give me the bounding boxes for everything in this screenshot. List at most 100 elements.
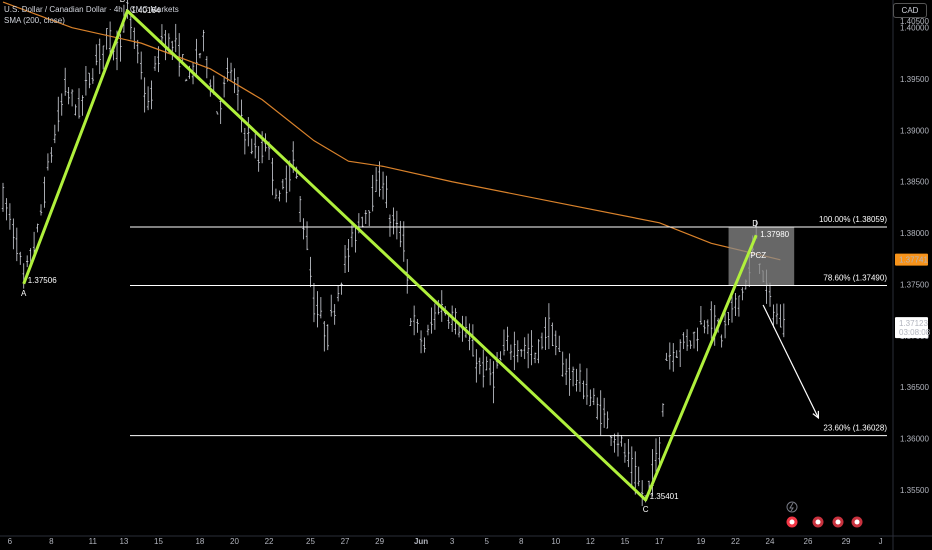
candle-bar — [222, 75, 226, 98]
pattern-point-letter: B — [120, 0, 125, 4]
candle-bar — [499, 351, 502, 361]
candle-bar — [402, 221, 405, 262]
candle-bar — [305, 221, 309, 251]
economic-events — [786, 501, 863, 528]
event-flag-dot — [854, 519, 860, 525]
candle-bar — [682, 332, 685, 350]
candle-bar — [634, 451, 637, 495]
symbol-title[interactable]: U.S. Dollar / Canadian Dollar · 4h · CMC… — [4, 5, 179, 14]
candle-bar — [457, 325, 461, 338]
candle-bar — [140, 51, 143, 80]
candle-bar — [50, 147, 53, 163]
x-tick-label: 19 — [696, 537, 705, 546]
candles — [1, 0, 786, 506]
candle-bar — [513, 331, 516, 371]
candle-bar — [236, 77, 240, 111]
x-tick-label: 26 — [804, 537, 813, 546]
candle-bar — [374, 167, 378, 193]
x-tick-label: 22 — [265, 537, 274, 546]
candle-bar — [734, 292, 737, 317]
candle-bar — [354, 225, 357, 253]
candle-bar — [768, 282, 772, 307]
candle-bar — [703, 320, 706, 334]
x-tick-label: J — [879, 537, 883, 546]
candle-bar — [364, 209, 367, 225]
candle-bar — [316, 291, 319, 328]
y-tick-label: 1.37500 — [900, 280, 929, 289]
candle-bar — [723, 310, 727, 339]
harmonic-pattern-line — [22, 9, 758, 502]
candle-bar — [171, 40, 174, 60]
candle-bar — [254, 133, 257, 159]
candle-bar — [775, 303, 779, 325]
candle-bar — [281, 179, 285, 190]
candle-bar — [720, 334, 723, 348]
indicator-label[interactable]: SMA (200, close) — [4, 16, 65, 25]
candle-bar — [412, 305, 416, 336]
candle-bar — [620, 434, 623, 447]
candle-bar — [533, 352, 537, 364]
candle-bar — [516, 340, 519, 363]
candle-bar — [178, 33, 181, 77]
candle-bar — [606, 411, 609, 429]
candle-bar — [326, 324, 329, 351]
candle-bar — [67, 87, 70, 105]
candle-bar — [685, 329, 689, 351]
currency-button[interactable]: CAD — [893, 3, 927, 18]
candle-bar — [426, 324, 430, 336]
candle-bar — [198, 52, 202, 59]
candle-bar — [285, 165, 288, 203]
candle-bar — [77, 88, 81, 119]
y-tick-label: 1.36000 — [900, 434, 929, 443]
sma-price-tag-label: 1.37741 — [899, 256, 928, 265]
candle-bar — [330, 294, 333, 317]
candle-bar — [672, 343, 675, 372]
candle-bar — [350, 221, 354, 248]
candle-bar — [540, 332, 544, 350]
candle-bar — [143, 77, 146, 113]
candle-bar — [696, 327, 699, 352]
x-tick-label: 22 — [731, 537, 740, 546]
fib-level-label: 23.60% (1.36028) — [823, 424, 887, 433]
pattern-point-price: 1.40164 — [131, 6, 160, 15]
lightning-glyph — [789, 502, 794, 512]
y-tick-label: 1.40000 — [900, 24, 929, 33]
candle-bar — [202, 29, 205, 52]
pattern-point-letter: A — [21, 289, 27, 298]
candle-bar — [60, 93, 63, 116]
candle-bar — [340, 282, 343, 295]
candle-bar — [772, 304, 775, 328]
candle-bar — [57, 96, 60, 132]
candle-bar — [592, 388, 596, 406]
candle-bar — [568, 353, 571, 396]
candle-bar — [613, 433, 616, 453]
candle-bar — [392, 207, 395, 235]
candle-bar — [609, 435, 613, 446]
y-tick-label: 1.40500 — [900, 17, 929, 26]
candle-bar — [184, 78, 188, 82]
candle-bar — [226, 57, 229, 82]
candle-bar — [371, 174, 374, 212]
candle-bar — [509, 344, 513, 360]
candle-bar — [551, 322, 554, 347]
candle-bar — [488, 358, 492, 386]
candle-bar — [710, 301, 713, 339]
candle-bar — [98, 38, 101, 75]
candle-bar — [416, 318, 419, 333]
candle-bar — [640, 480, 644, 506]
x-tick-label: 15 — [620, 537, 629, 546]
candle-bar — [782, 303, 786, 338]
y-tick-label: 1.39000 — [900, 126, 929, 135]
candle-bar — [8, 203, 12, 230]
lightning-icon[interactable] — [786, 501, 798, 513]
y-tick-label: 1.36500 — [900, 383, 929, 392]
chart-legend: U.S. Dollar / Canadian Dollar · 4h · CMC… — [4, 4, 179, 26]
candle-bar — [419, 330, 423, 354]
candle-bar — [216, 111, 219, 115]
candle-bar — [564, 358, 568, 386]
candle-bar — [558, 335, 561, 353]
candle-bar — [129, 15, 133, 40]
sma-price-tag — [895, 253, 928, 266]
candle-bar — [779, 304, 782, 328]
